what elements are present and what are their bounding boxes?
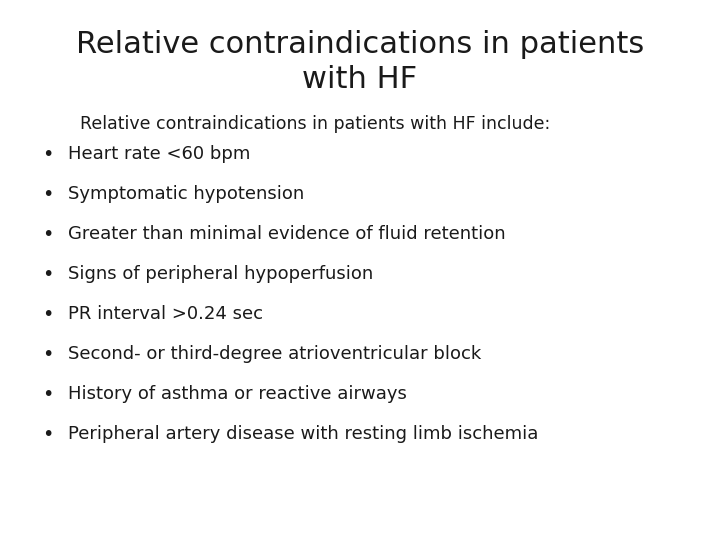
Text: •: • xyxy=(42,425,54,444)
Text: with HF: with HF xyxy=(302,65,418,94)
Text: Greater than minimal evidence of fluid retention: Greater than minimal evidence of fluid r… xyxy=(68,225,505,243)
Text: •: • xyxy=(42,145,54,164)
Text: •: • xyxy=(42,345,54,364)
Text: Peripheral artery disease with resting limb ischemia: Peripheral artery disease with resting l… xyxy=(68,425,539,443)
Text: •: • xyxy=(42,305,54,324)
Text: Relative contraindications in patients with HF include:: Relative contraindications in patients w… xyxy=(80,115,550,133)
Text: Second- or third-degree atrioventricular block: Second- or third-degree atrioventricular… xyxy=(68,345,481,363)
Text: Symptomatic hypotension: Symptomatic hypotension xyxy=(68,185,305,203)
Text: Signs of peripheral hypoperfusion: Signs of peripheral hypoperfusion xyxy=(68,265,373,283)
Text: PR interval >0.24 sec: PR interval >0.24 sec xyxy=(68,305,263,323)
Text: Relative contraindications in patients: Relative contraindications in patients xyxy=(76,30,644,59)
Text: •: • xyxy=(42,265,54,284)
Text: •: • xyxy=(42,225,54,244)
Text: •: • xyxy=(42,185,54,204)
Text: •: • xyxy=(42,385,54,404)
Text: Heart rate <60 bpm: Heart rate <60 bpm xyxy=(68,145,251,163)
Text: History of asthma or reactive airways: History of asthma or reactive airways xyxy=(68,385,407,403)
